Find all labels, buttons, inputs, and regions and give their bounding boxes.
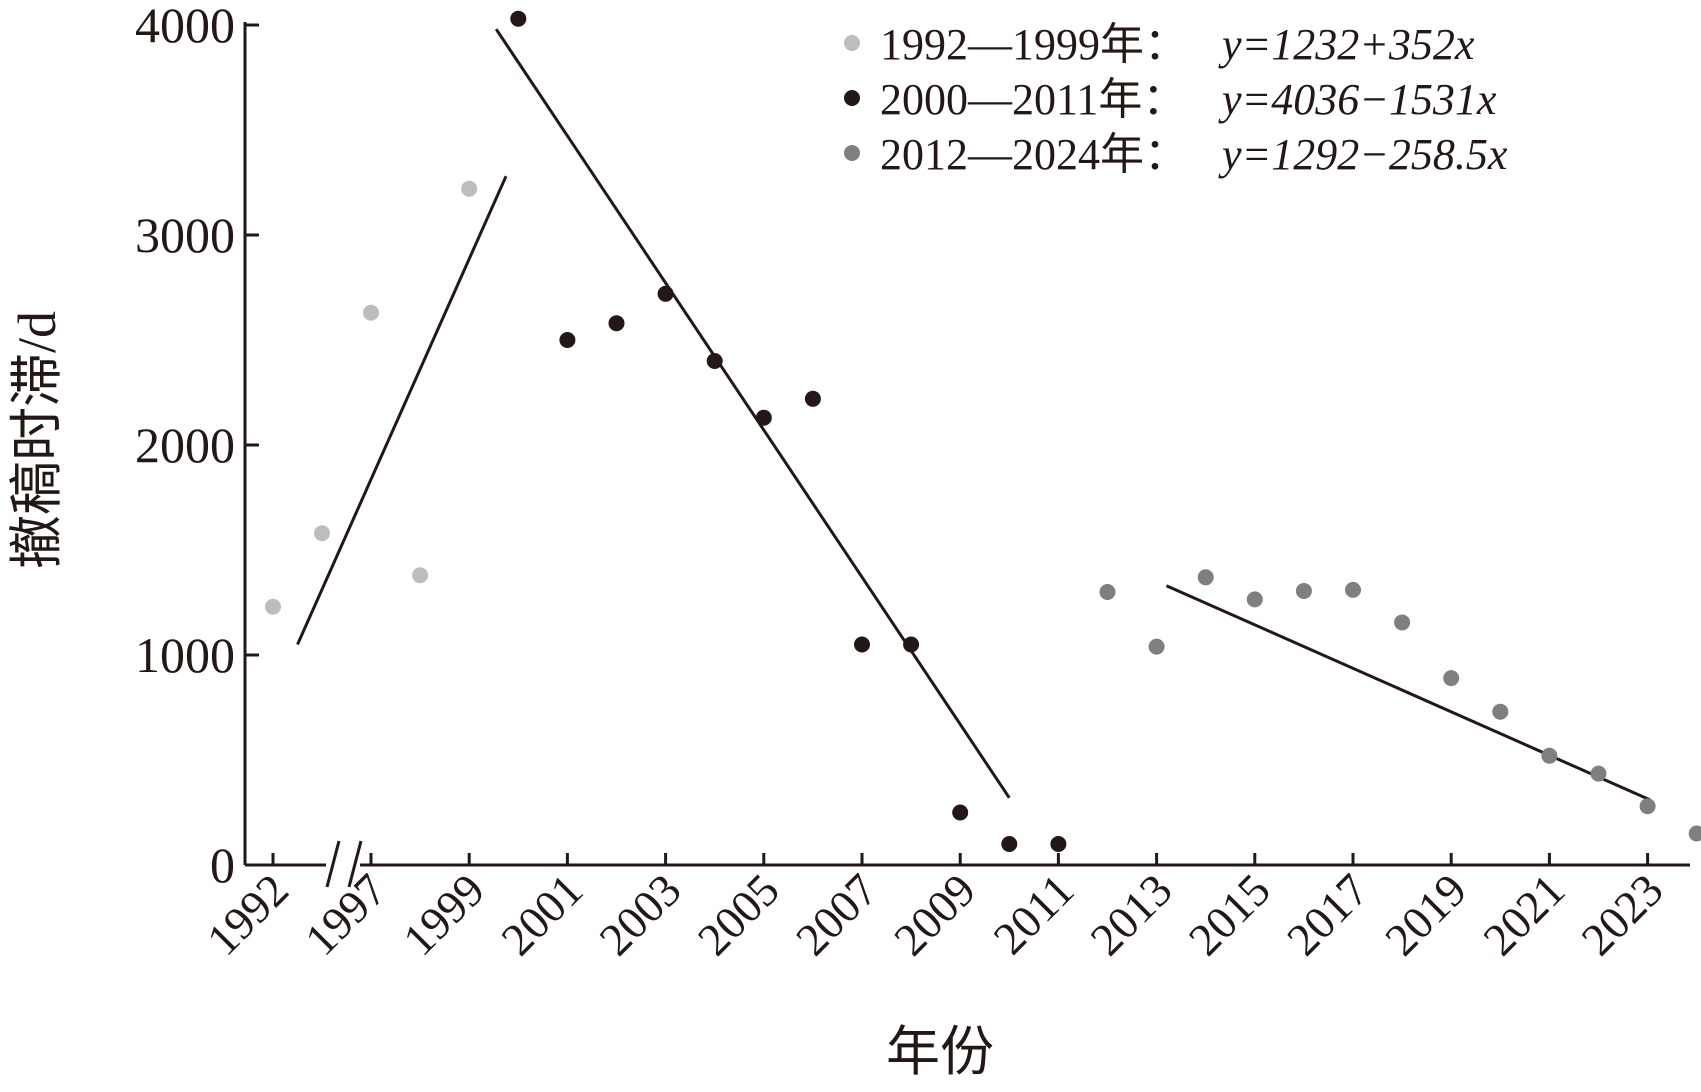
data-point-series-2 — [1050, 836, 1067, 852]
data-point-series-2 — [608, 315, 625, 332]
legend-marker-series-3 — [844, 145, 860, 161]
x-axis-ticks: 1992199719992001200320052007200920112013… — [197, 853, 1673, 965]
x-tick-label: 2011 — [984, 864, 1084, 964]
data-point-series-3 — [1099, 584, 1116, 600]
data-point-series-2 — [1001, 836, 1018, 852]
x-tick-label: 2007 — [786, 864, 887, 965]
data-point-series-1 — [412, 567, 429, 584]
data-point-series-2 — [903, 636, 920, 653]
x-tick-label: 2021 — [1473, 864, 1574, 965]
legend-equation-series-3: y=1292−258.5x — [1218, 130, 1508, 179]
data-point-series-1 — [314, 525, 330, 542]
y-tick-label: 0 — [210, 837, 235, 893]
data-point-series-2 — [510, 10, 527, 27]
legend-label-series-3: 2012—2024年： — [880, 130, 1188, 179]
axis-break-mark — [325, 840, 341, 888]
x-tick-label: 2015 — [1179, 864, 1280, 965]
data-point-series-3 — [1394, 614, 1411, 631]
x-tick-label: 2017 — [1277, 864, 1378, 965]
data-point-series-2 — [854, 636, 870, 653]
x-tick-label: 2023 — [1572, 864, 1673, 965]
data-point-series-3 — [1492, 703, 1509, 720]
data-point-series-2 — [952, 804, 969, 821]
data-point-series-1 — [363, 304, 379, 321]
x-tick-label: 1997 — [295, 864, 396, 965]
data-points — [265, 10, 1701, 852]
legend-marker-series-1 — [844, 35, 860, 51]
fit-line-series-2 — [494, 28, 1011, 799]
fit-line-series-3 — [1165, 584, 1651, 802]
x-tick-label: 2005 — [688, 864, 789, 965]
x-axis-title: 年份 — [886, 1022, 994, 1082]
data-point-series-2 — [559, 332, 576, 348]
legend-label-series-1: 1992—1999年： — [880, 20, 1188, 69]
x-tick-label: 2009 — [884, 864, 985, 965]
data-point-series-2 — [804, 390, 821, 407]
y-axis-title: 撤稿时滞/d — [7, 311, 67, 569]
legend-equation-series-2: y=4036−1531x — [1218, 75, 1497, 124]
y-tick-label: 3000 — [135, 207, 235, 263]
data-point-series-3 — [1246, 591, 1263, 608]
data-point-series-2 — [706, 353, 723, 369]
fit-line-series-1 — [296, 175, 508, 646]
x-tick-label: 1999 — [393, 864, 494, 965]
data-point-series-3 — [1590, 765, 1607, 782]
y-axis-ticks: 0 1000 2000 3000 4000 — [135, 0, 259, 893]
x-tick-label: 2019 — [1375, 864, 1476, 965]
data-point-series-3 — [1443, 670, 1460, 687]
data-point-series-2 — [657, 285, 674, 302]
data-point-series-3 — [1541, 747, 1558, 764]
legend: 1992—1999年： y=1232+352x 2000—2011年： y=4036−… — [844, 20, 1508, 179]
data-point-series-1 — [265, 598, 281, 615]
x-tick-label: 2001 — [491, 864, 592, 965]
y-tick-label: 2000 — [135, 417, 235, 473]
data-point-series-2 — [755, 409, 772, 426]
axis-break-mark — [347, 840, 363, 888]
data-point-series-1 — [461, 180, 478, 197]
y-tick-label: 1000 — [135, 627, 235, 683]
data-point-series-3 — [1688, 825, 1701, 842]
legend-marker-series-2 — [844, 90, 860, 106]
data-point-series-3 — [1345, 581, 1361, 598]
data-point-series-3 — [1148, 638, 1165, 655]
y-tick-label: 4000 — [135, 0, 235, 53]
x-tick-label: 2013 — [1081, 864, 1182, 965]
fit-lines — [296, 28, 1651, 802]
data-point-series-3 — [1197, 569, 1214, 586]
legend-equation-series-1: y=1232+352x — [1218, 20, 1475, 69]
legend-label-series-2: 2000—2011年： — [880, 75, 1186, 124]
data-point-series-3 — [1639, 798, 1656, 815]
data-point-series-3 — [1295, 582, 1312, 599]
x-tick-label: 2003 — [590, 864, 691, 965]
